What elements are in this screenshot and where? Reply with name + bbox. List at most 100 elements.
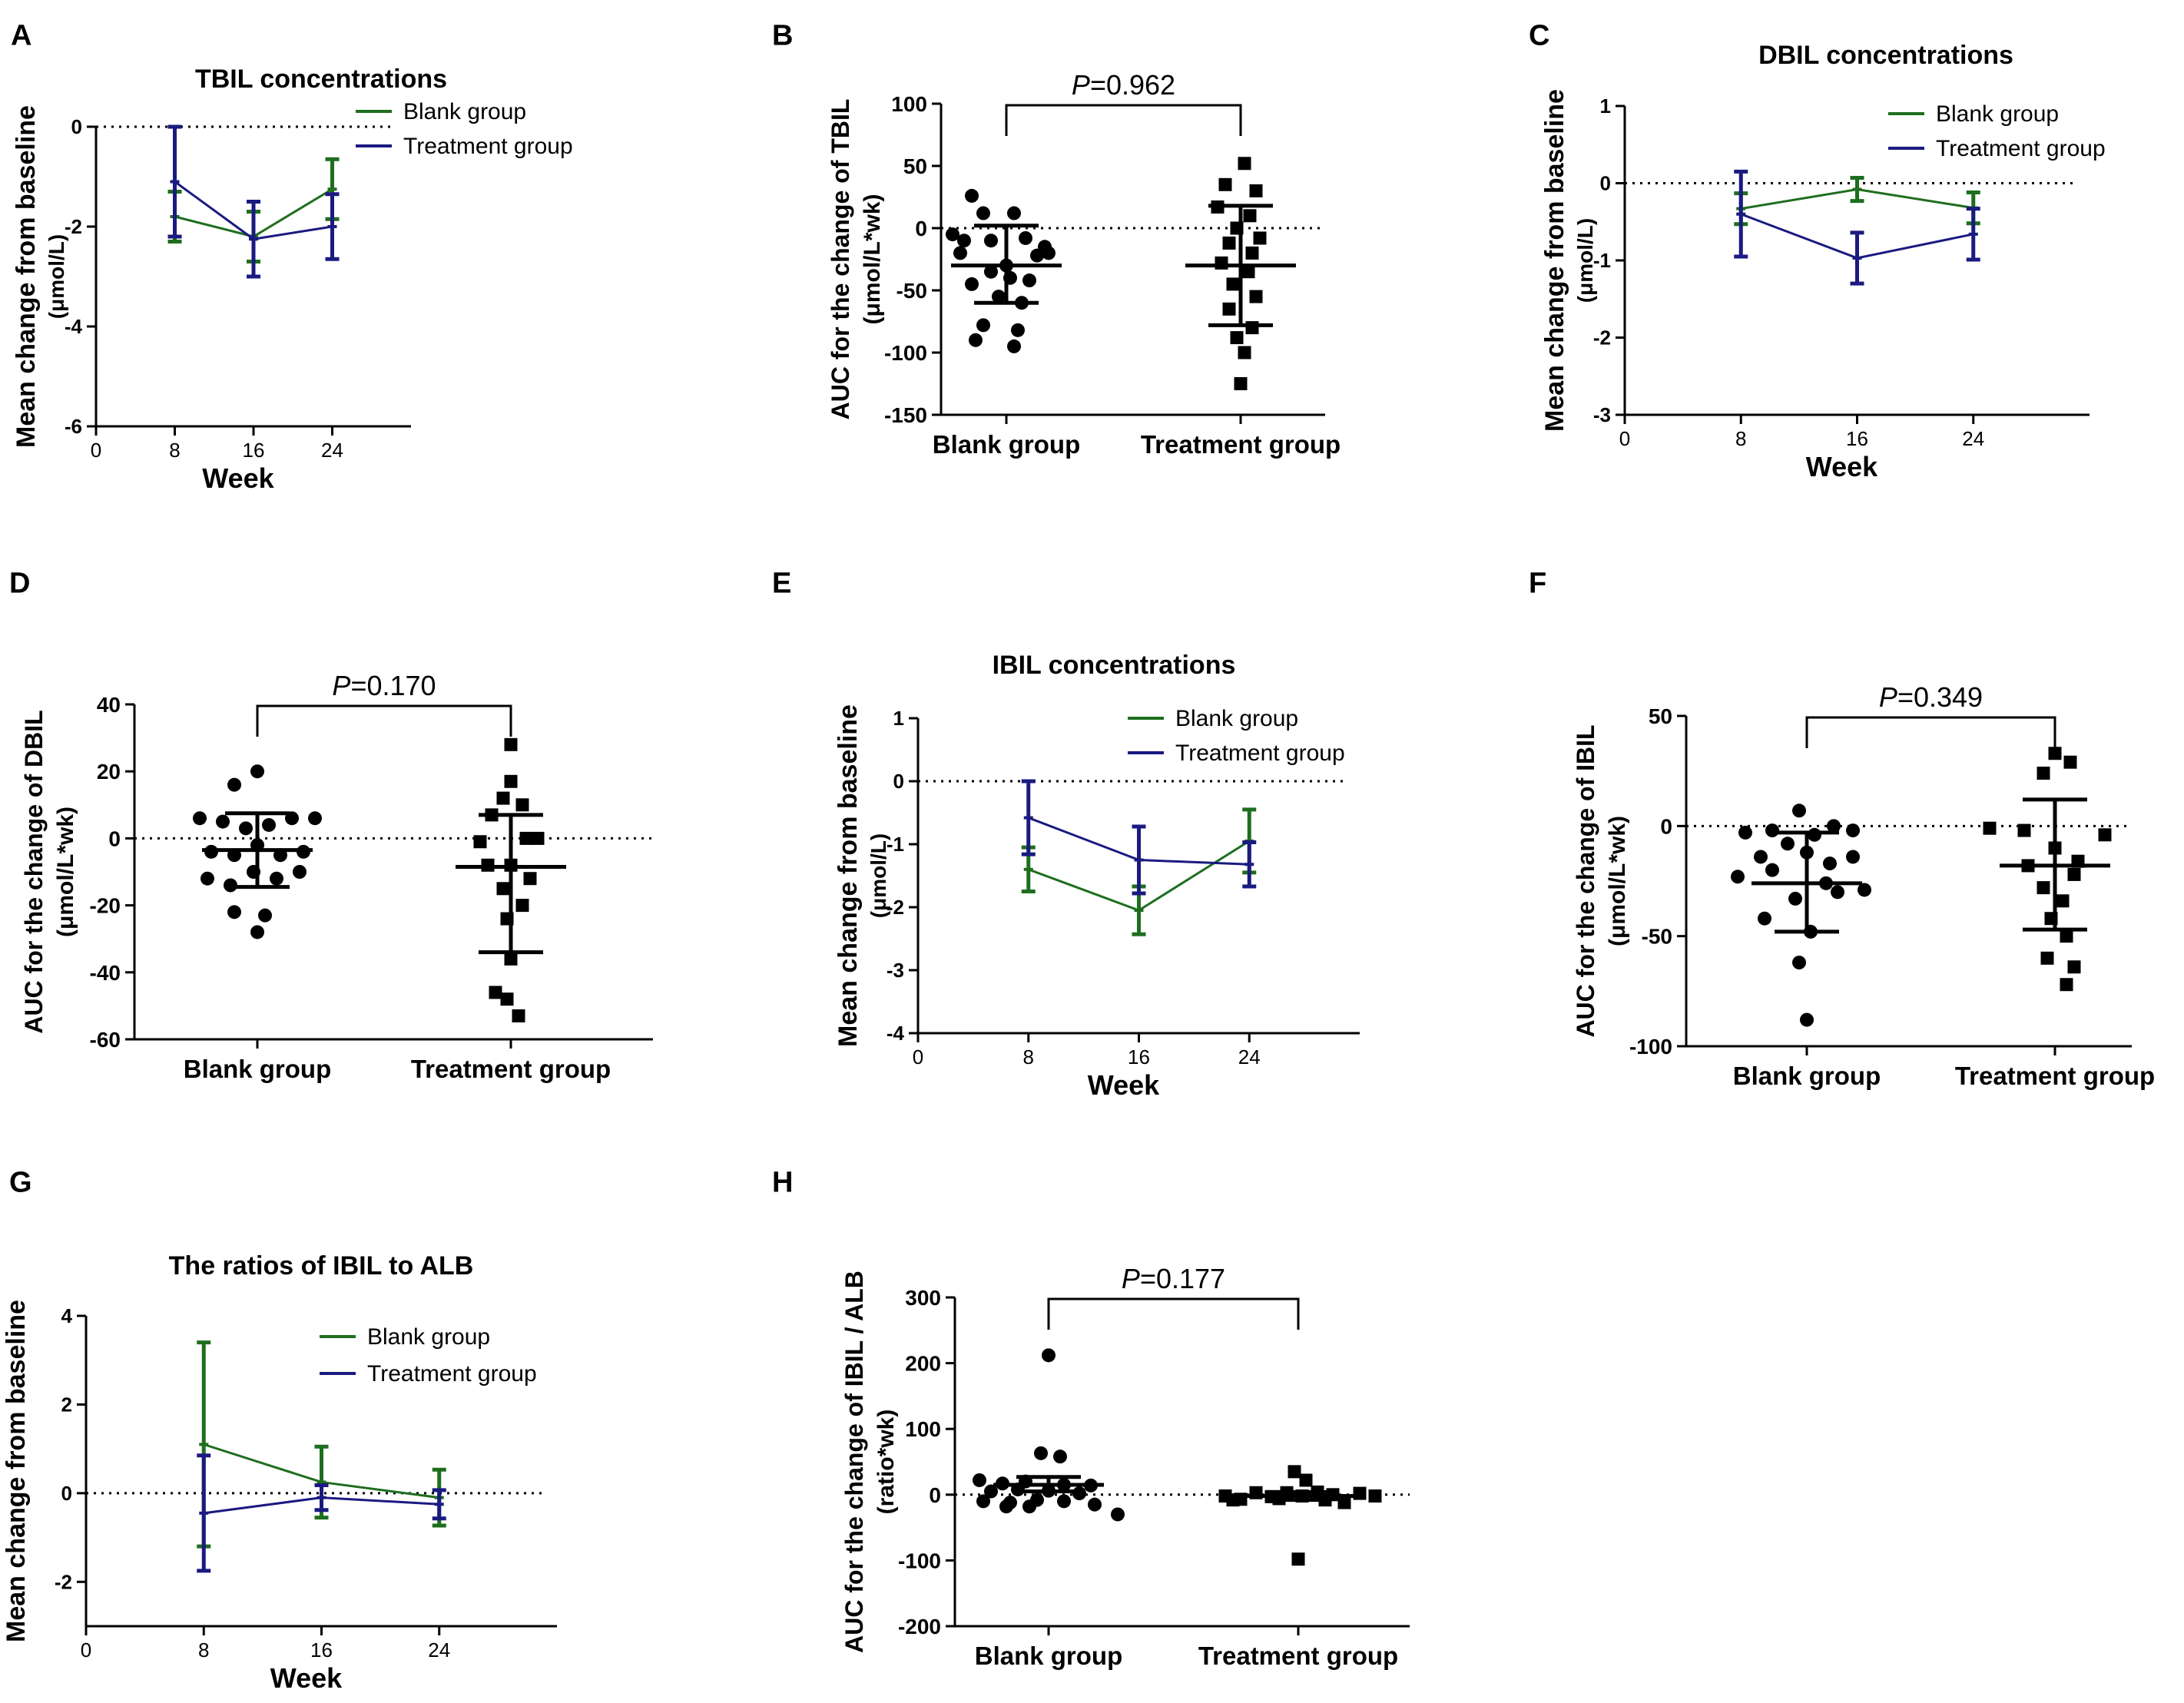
x-tick-label: 0 bbox=[81, 1638, 91, 1662]
x-tick-label: 0 bbox=[1619, 427, 1630, 450]
category-label: Blank group bbox=[975, 1642, 1123, 1670]
data-point bbox=[1758, 911, 1771, 926]
data-point bbox=[973, 1473, 986, 1487]
series-treatment bbox=[197, 1453, 446, 1573]
data-point bbox=[250, 925, 264, 939]
data-point bbox=[1823, 856, 1837, 871]
category-label: Treatment group bbox=[1141, 430, 1341, 459]
data-point bbox=[1019, 230, 1032, 245]
x-axis-label: Week bbox=[1806, 451, 1878, 482]
group-circles bbox=[946, 188, 1062, 353]
data-point bbox=[946, 227, 959, 242]
y-tick-label: 4 bbox=[61, 1304, 73, 1327]
y-axis-unit: (μmol/L*wk) bbox=[860, 194, 885, 324]
x-tick-label: 16 bbox=[243, 439, 265, 462]
x-axis-label: Week bbox=[202, 462, 274, 494]
legend-entry: Blank group bbox=[1175, 706, 1298, 731]
x-tick-label: 24 bbox=[1962, 427, 1984, 450]
data-point bbox=[2017, 823, 2031, 837]
panel-F: F 50 0 -50 -100 AUC for the change of IBIL (μm… bbox=[1529, 567, 2155, 1090]
data-point bbox=[293, 865, 307, 879]
data-point bbox=[519, 831, 533, 845]
data-point bbox=[496, 882, 510, 896]
data-point bbox=[250, 764, 264, 779]
legend-entry: Treatment group bbox=[1175, 741, 1345, 766]
y-tick-label: -1 bbox=[1593, 249, 1611, 272]
data-point bbox=[1249, 290, 1263, 303]
y-tick-label: -4 bbox=[887, 1022, 905, 1045]
data-point bbox=[1226, 1493, 1240, 1507]
y-axis-label: AUC for the change of IBIL / ALB bbox=[840, 1271, 868, 1653]
panel-label: D bbox=[9, 567, 30, 599]
panel-label: C bbox=[1529, 19, 1549, 51]
data-point bbox=[1831, 885, 1844, 900]
panel-label: A bbox=[11, 19, 31, 51]
data-point bbox=[953, 246, 967, 260]
y-tick-label: 0 bbox=[893, 770, 904, 793]
group-circles bbox=[973, 1348, 1125, 1522]
p-value: =0.349 bbox=[1897, 681, 1983, 713]
chart-title: DBIL concentrations bbox=[1758, 41, 2013, 70]
y-tick-label: 0 bbox=[1600, 172, 1611, 195]
group-circles bbox=[193, 764, 322, 939]
x-tick-label: 24 bbox=[321, 439, 343, 462]
y-tick-label: -3 bbox=[887, 959, 904, 982]
category-label: Treatment group bbox=[1198, 1642, 1398, 1670]
y-tick-label: -100 bbox=[1629, 1035, 1672, 1059]
panel-E: E IBIL concentrations 0 8 16 24 1 0 -1 -2 -3 -4 Week… bbox=[772, 567, 1360, 1101]
series-blank bbox=[197, 1340, 446, 1549]
x-axis-label: Week bbox=[270, 1662, 343, 1694]
p-symbol: P bbox=[1072, 69, 1090, 101]
series-treatment bbox=[167, 124, 340, 279]
data-point bbox=[992, 290, 1006, 304]
y-tick-label: 0 bbox=[929, 1483, 941, 1507]
y-tick-label: 2 bbox=[61, 1393, 72, 1416]
y-axis-label: Mean change from baseline bbox=[1540, 89, 1569, 432]
legend-entry: Blank group bbox=[403, 99, 526, 124]
p-value-label: P=0.349 bbox=[1879, 681, 1983, 713]
data-point bbox=[1222, 302, 1236, 316]
p-symbol: P bbox=[332, 670, 350, 701]
y-tick-label: 1 bbox=[1600, 94, 1611, 118]
data-point bbox=[2067, 960, 2081, 974]
y-tick-label: 50 bbox=[903, 154, 927, 178]
data-point bbox=[227, 905, 241, 919]
data-point bbox=[500, 992, 514, 1006]
y-tick-label: 40 bbox=[97, 693, 121, 717]
data-point bbox=[1846, 850, 1860, 864]
p-value: =0.170 bbox=[350, 670, 436, 701]
data-point bbox=[969, 333, 983, 347]
data-point bbox=[1299, 1473, 1313, 1487]
data-point bbox=[2037, 767, 2050, 780]
y-tick-label: 50 bbox=[1649, 704, 1672, 728]
data-point bbox=[2037, 881, 2050, 895]
y-tick-label: -4 bbox=[65, 315, 83, 338]
data-point bbox=[308, 811, 322, 826]
data-point bbox=[984, 1484, 998, 1499]
p-value: =0.962 bbox=[1090, 69, 1175, 101]
data-point bbox=[984, 264, 998, 279]
group-squares bbox=[1185, 157, 1296, 390]
data-point bbox=[512, 1009, 525, 1022]
legend-entry: Blank group bbox=[367, 1324, 490, 1350]
data-point bbox=[504, 952, 518, 966]
y-axis-label: Mean change from baseline bbox=[12, 105, 41, 448]
data-point bbox=[504, 774, 518, 788]
panel-label: F bbox=[1529, 567, 1546, 599]
x-tick-label: 8 bbox=[169, 439, 180, 462]
data-point bbox=[2060, 929, 2073, 943]
y-tick-label: 0 bbox=[1660, 814, 1672, 838]
legend-entry: Treatment group bbox=[1936, 136, 2106, 161]
x-tick-label: 0 bbox=[91, 439, 101, 462]
data-point bbox=[531, 831, 545, 845]
y-tick-label: 100 bbox=[905, 1417, 941, 1441]
x-tick-label: 16 bbox=[1846, 427, 1868, 450]
data-point bbox=[965, 277, 979, 291]
data-point bbox=[473, 835, 487, 849]
y-tick-label: -2 bbox=[55, 1570, 72, 1593]
data-point bbox=[270, 871, 283, 886]
data-point bbox=[216, 814, 230, 829]
data-point bbox=[1846, 823, 1860, 838]
p-value-label: P=0.177 bbox=[1122, 1263, 1225, 1294]
y-axis-unit: (μmol/L) bbox=[867, 833, 890, 918]
